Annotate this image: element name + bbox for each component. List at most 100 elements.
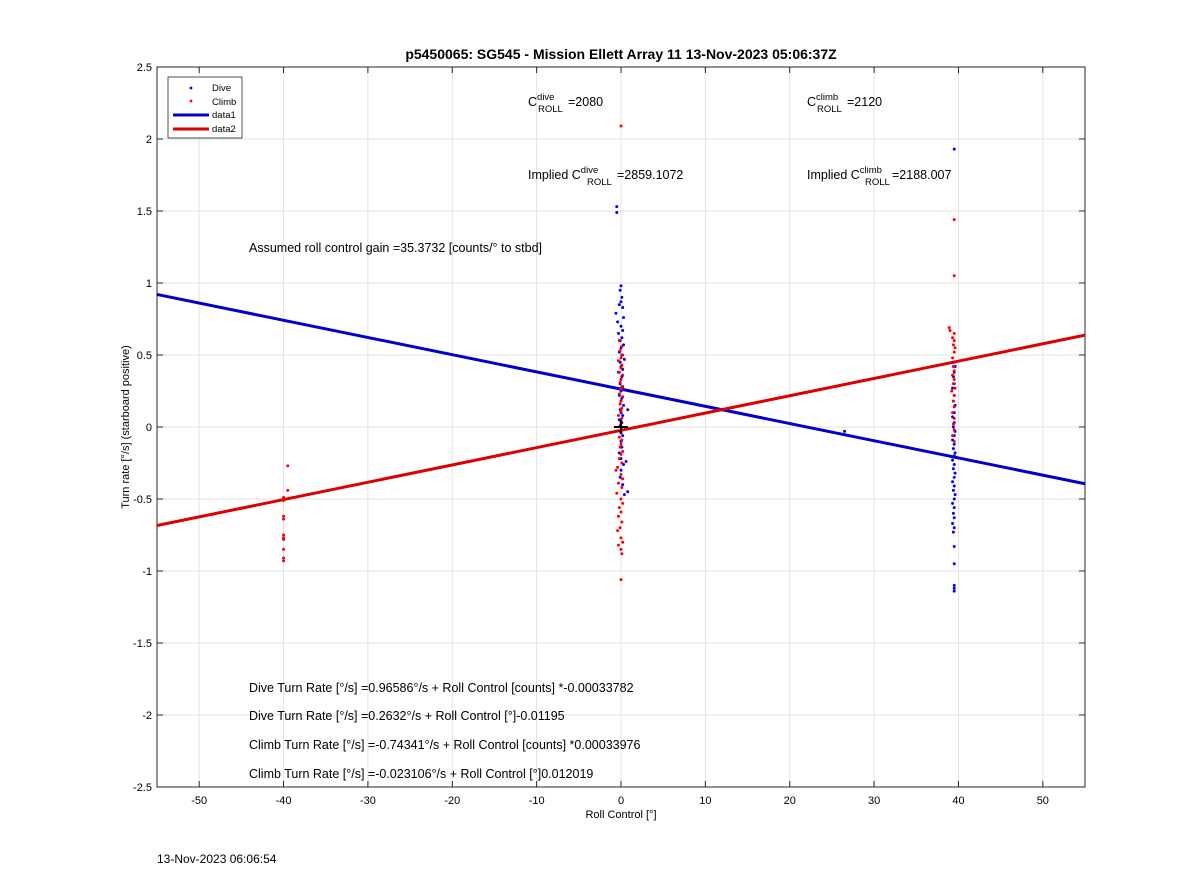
climb-point — [951, 422, 955, 426]
dive-point — [619, 284, 623, 288]
dive-point — [952, 506, 956, 510]
dive-point — [619, 300, 623, 304]
climb-point — [619, 409, 623, 413]
dive-point — [952, 454, 956, 458]
c-roll-climb-sub: ROLL — [817, 104, 842, 115]
dive-point — [951, 480, 955, 484]
climb-point — [620, 406, 624, 410]
climb-point — [952, 393, 956, 397]
dive-point — [624, 460, 628, 464]
climb-point — [282, 498, 286, 502]
dive-point — [952, 589, 956, 593]
y-tick-label: -2 — [142, 710, 152, 722]
dive-point — [953, 471, 957, 475]
climb-point — [952, 339, 956, 343]
y-axis-label: Turn rate [°/s] (starboard positive) — [120, 345, 132, 509]
climb-point — [951, 336, 955, 340]
climb-point — [620, 520, 624, 524]
dive-point — [951, 467, 955, 471]
climb-point — [952, 360, 956, 364]
climb-point — [286, 464, 290, 468]
dive-point — [952, 583, 956, 587]
legend-climb-marker — [189, 99, 193, 103]
climb-point — [616, 465, 620, 469]
climb-point — [282, 496, 286, 500]
origin-cross-marker — [614, 420, 628, 434]
climb-point — [953, 386, 957, 390]
climb-equation-counts: Climb Turn Rate [°/s] =-0.74341°/s + Rol… — [249, 738, 641, 752]
climb-point — [951, 365, 955, 369]
x-tick-label: -10 — [529, 795, 545, 807]
climb-point — [616, 529, 620, 533]
climb-point — [950, 389, 954, 393]
x-tick-label: 50 — [1037, 795, 1049, 807]
dive-point — [626, 408, 630, 412]
dive-point — [620, 295, 624, 299]
climb-point — [952, 416, 956, 420]
climb-point — [620, 438, 624, 442]
dive-point — [616, 331, 620, 335]
legend-data1-label: data1 — [212, 110, 236, 121]
climb-point — [286, 488, 290, 492]
climb-point — [619, 578, 623, 582]
dive-point — [952, 462, 956, 466]
climb-point — [619, 388, 623, 392]
climb-point — [617, 506, 621, 510]
climb-point — [951, 399, 955, 403]
dive-equation-counts: Dive Turn Rate [°/s] =0.96586°/s + Roll … — [249, 681, 634, 695]
dive-point — [618, 475, 622, 479]
legend-climb-label: Climb — [212, 97, 236, 108]
climb-point — [952, 350, 956, 354]
c-roll-dive-sup: dive — [537, 92, 554, 103]
dive-point — [953, 451, 957, 455]
x-tick-label: 30 — [868, 795, 880, 807]
dive-point — [621, 329, 625, 333]
y-tick-label: 1 — [146, 278, 152, 290]
dive-point — [952, 586, 956, 590]
x-tick-label: 0 — [618, 795, 624, 807]
climb-point — [621, 353, 625, 357]
dive-point — [951, 530, 955, 534]
climb-point — [282, 517, 286, 521]
dive-point — [951, 521, 955, 525]
climb-point — [953, 346, 957, 350]
climb-point — [952, 218, 956, 222]
climb-point — [616, 514, 620, 518]
climb-point — [619, 377, 623, 381]
dive-point — [952, 545, 956, 549]
climb-point — [620, 416, 624, 420]
axis-ticks: -50 -40 -30 -20 -10 0 10 20 30 40 50-2.5-2-1.5-1-0… — [133, 62, 1085, 807]
dive-point — [622, 357, 626, 361]
data-points — [282, 124, 957, 593]
legend-data2-label: data2 — [212, 124, 236, 135]
climb-point — [951, 382, 955, 386]
x-tick-label: 10 — [699, 795, 711, 807]
dive-point — [622, 493, 626, 497]
dive-point — [951, 425, 955, 429]
climb-point — [621, 501, 625, 505]
climb-point — [952, 331, 956, 335]
y-tick-label: 2 — [146, 134, 152, 146]
y-tick-label: 1.5 — [137, 206, 152, 218]
y-tick-label: 0.5 — [137, 350, 152, 362]
dive-point — [952, 442, 956, 446]
legend-dive-label: Dive — [212, 83, 231, 94]
climb-point — [951, 411, 955, 415]
y-tick-label: -2.5 — [133, 782, 152, 794]
c-roll-dive-base: C — [528, 95, 537, 109]
dive-point — [952, 526, 956, 530]
climb-point — [952, 428, 956, 432]
climb-point — [620, 363, 624, 367]
dive-point — [953, 493, 957, 497]
implied-climb-sub: ROLL — [865, 177, 890, 188]
climb-point — [621, 477, 625, 481]
climb-point — [619, 473, 623, 477]
climb-point — [621, 373, 625, 377]
climb-point — [619, 124, 623, 128]
climb-point — [620, 461, 624, 465]
x-tick-label: 20 — [784, 795, 796, 807]
footer-timestamp: 13-Nov-2023 06:06:54 — [157, 852, 277, 866]
climb-point — [618, 526, 622, 530]
